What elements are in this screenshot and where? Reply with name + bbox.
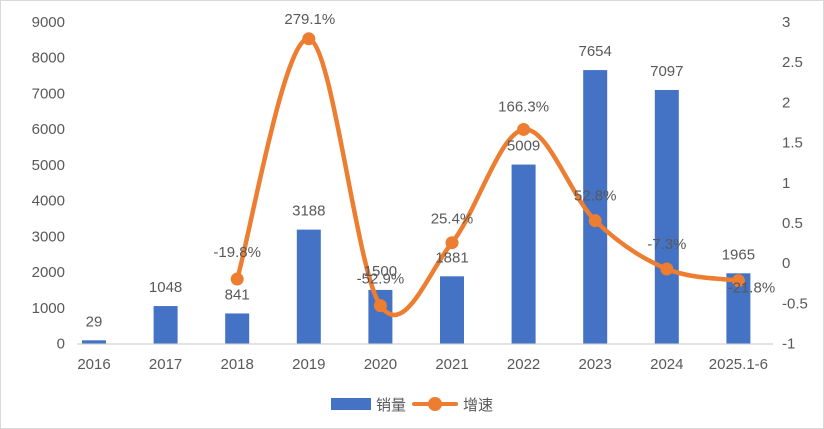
line-marker-2018 xyxy=(230,272,244,286)
x-axis-tick-label: 2019 xyxy=(292,356,325,373)
line-marker-2022 xyxy=(517,122,531,136)
line-marker-2020 xyxy=(373,299,387,313)
right-axis-tick-label: 3 xyxy=(782,14,790,31)
bar-value-label: 841 xyxy=(225,286,250,303)
x-axis-labels: 2016 2017 2018 2019 2020 2021 2022 2023 2024 2025… xyxy=(77,356,768,373)
legend: 销量 增速 xyxy=(1,392,823,416)
right-axis-tick-label: 0 xyxy=(782,255,790,272)
line-marker-2023 xyxy=(588,214,602,228)
x-axis-tick-label: 2021 xyxy=(435,356,468,373)
right-axis-tick-label: 1 xyxy=(782,175,790,192)
bar-value-label: 1965 xyxy=(722,246,755,263)
bar-2022 xyxy=(511,164,536,344)
x-axis-tick-label: 2024 xyxy=(650,356,683,373)
line-series xyxy=(230,32,745,317)
bar-value-label: 1048 xyxy=(149,279,182,296)
combo-chart: 0100020003000400050006000700080009000-1-… xyxy=(32,11,808,373)
left-axis-tick-label: 1000 xyxy=(32,300,65,317)
bar-series xyxy=(82,70,751,344)
right-axis-tick-label: 1.5 xyxy=(782,135,803,152)
left-axis-tick-label: 7000 xyxy=(32,85,65,102)
growth-value-label: 25.4% xyxy=(431,211,474,228)
bar-value-label: 7654 xyxy=(579,43,612,60)
bar-2017 xyxy=(153,306,178,344)
right-axis-tick-label: 0.5 xyxy=(782,215,803,232)
line-series-swatch-icon xyxy=(412,397,458,411)
left-axis-tick-label: 4000 xyxy=(32,193,65,210)
growth-value-label: -21.8% xyxy=(728,280,776,297)
bar-2016 xyxy=(82,340,106,344)
x-axis-tick-label: 2017 xyxy=(149,356,182,373)
growth-value-label: 52.8% xyxy=(574,188,617,205)
line-marker-2024 xyxy=(660,262,674,276)
right-axis-tick-label: 2 xyxy=(782,94,790,111)
bar-value-label: 3188 xyxy=(292,203,325,220)
left-axis-tick-label: 2000 xyxy=(32,264,65,281)
x-axis-tick-label: 2022 xyxy=(507,356,540,373)
legend-item-growth: 增速 xyxy=(412,394,493,415)
growth-value-label: -7.3% xyxy=(647,236,686,253)
left-axis-tick-label: 9000 xyxy=(32,14,65,31)
bar-2023 xyxy=(583,70,608,344)
left-axis-tick-label: 8000 xyxy=(32,50,65,67)
x-axis-tick-label: 2025.1-6 xyxy=(709,356,768,373)
bar-2019 xyxy=(296,229,321,344)
bar-value-label: 1881 xyxy=(435,249,468,266)
right-axis-tick-label: 2.5 xyxy=(782,54,803,71)
x-axis-tick-label: 2016 xyxy=(77,356,110,373)
bar-2020 xyxy=(368,289,393,344)
left-axis: 0 1000 2000 3000 4000 5000 6000 7000 8000 9000 xyxy=(32,14,65,353)
left-axis-tick-label: 5000 xyxy=(32,157,65,174)
bar-value-label: 5009 xyxy=(507,138,540,155)
legend-label-growth: 增速 xyxy=(463,396,494,414)
line-value-labels: -19.8% 279.1% -52.9% 25.4% 166.3% 52.8% -7.3% -… xyxy=(213,11,775,297)
legend-label-sales: 销量 xyxy=(375,396,406,414)
growth-value-label: 279.1% xyxy=(284,11,335,28)
line-marker-2025.1-6 xyxy=(731,274,745,288)
bar-series-swatch-icon xyxy=(330,398,371,410)
bar-value-label: 29 xyxy=(86,313,103,330)
bar-value-label: 7097 xyxy=(650,63,683,80)
growth-value-label: 166.3% xyxy=(498,98,549,115)
bar-2021 xyxy=(440,276,464,344)
bar-value-labels: 29 1048 841 3188 1500 1881 5009 7654 7097 1965 xyxy=(86,43,755,330)
x-axis-tick-label: 2023 xyxy=(579,356,612,373)
growth-value-label: -52.9% xyxy=(357,271,405,288)
left-axis-tick-label: 6000 xyxy=(32,121,65,138)
x-axis-tick-label: 2018 xyxy=(221,356,254,373)
right-axis-tick-label: -0.5 xyxy=(782,295,808,312)
legend-item-sales: 销量 xyxy=(330,394,406,415)
bar-value-label: 1500 xyxy=(364,263,397,280)
right-axis-tick-label: -1 xyxy=(782,336,795,353)
line-marker-2019 xyxy=(302,32,316,46)
bar-2024 xyxy=(654,89,679,344)
bar-2018 xyxy=(225,313,250,344)
right-axis: -1 -0.5 0 0.5 1 1.5 2 2.5 3 xyxy=(782,14,808,353)
line-marker-2021 xyxy=(445,236,459,250)
left-axis-tick-label: 3000 xyxy=(32,228,65,245)
left-axis-tick-label: 0 xyxy=(57,336,65,353)
x-axis-tick-label: 2020 xyxy=(364,356,397,373)
growth-value-label: -19.8% xyxy=(213,244,261,261)
